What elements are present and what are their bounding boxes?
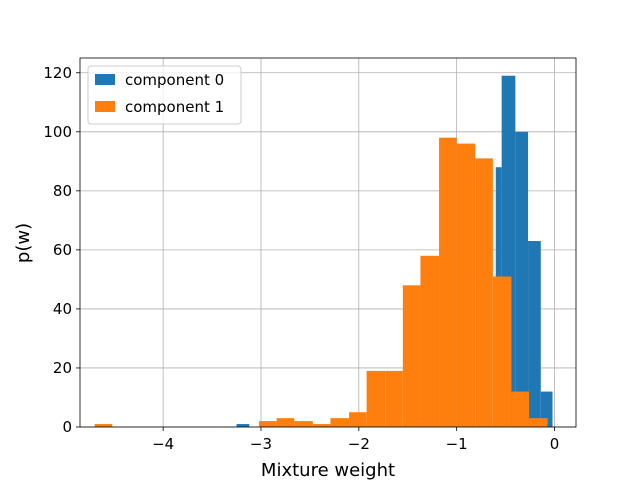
y-tick-label: 0 (62, 418, 72, 436)
y-tick-label: 80 (53, 182, 72, 200)
histogram-bar-component-1 (511, 391, 530, 427)
y-tick-label: 120 (43, 64, 72, 82)
plot-frame (79, 57, 577, 428)
y-tick-label: 100 (43, 123, 72, 141)
legend-swatch-component-1 (95, 101, 115, 112)
x-tick-label: −1 (446, 435, 468, 453)
legend-label-component-1: component 1 (125, 98, 224, 116)
histogram-bars (94, 75, 553, 428)
y-tick-label: 20 (53, 359, 72, 377)
legend-box (87, 65, 242, 125)
y-axis-title: p(w) (13, 223, 34, 263)
histogram-bar-component-1 (475, 158, 493, 428)
histogram-bar-component-1 (492, 276, 512, 427)
histogram-bar-component-1 (385, 370, 403, 427)
legend-label-component-0: component 0 (125, 71, 224, 89)
x-tick-label: −4 (152, 435, 174, 453)
y-tick-label: 60 (53, 241, 72, 259)
histogram-bar-component-1 (529, 418, 548, 427)
histogram-bar-component-1 (259, 421, 277, 427)
x-axis-title: Mixture weight (261, 460, 395, 480)
grid-lines (80, 58, 576, 428)
histogram-bar-component-1 (439, 137, 457, 428)
histogram-bar-component-0 (236, 424, 250, 427)
histogram-bar-component-1 (276, 418, 295, 427)
histogram-bar-component-1 (349, 412, 367, 427)
histogram-bar-component-1 (456, 143, 476, 427)
x-tick-label: −2 (348, 435, 370, 453)
histogram-bar-component-0 (540, 391, 553, 427)
histogram-bar-component-0 (528, 241, 541, 427)
legend-swatch-component-0 (95, 74, 115, 85)
x-tick-label: 0 (550, 435, 560, 453)
histogram-bar-component-1 (94, 424, 113, 427)
histogram-bar-component-0 (515, 131, 529, 428)
histogram-bar-component-1 (420, 255, 440, 427)
histogram-bar-component-1 (330, 418, 350, 427)
y-tick-label: 40 (53, 300, 72, 318)
histogram-bar-component-1 (402, 285, 421, 427)
histogram-bar-component-1 (312, 424, 331, 427)
histogram-bar-component-1 (366, 370, 386, 427)
legend: component 0 component 1 (87, 65, 242, 125)
histogram-bar-component-1 (294, 421, 313, 427)
x-tick-label: −3 (250, 435, 272, 453)
axis-ticks: −4 −3 −2 −1 0 0 20 40 60 80 100 120 (43, 64, 559, 453)
